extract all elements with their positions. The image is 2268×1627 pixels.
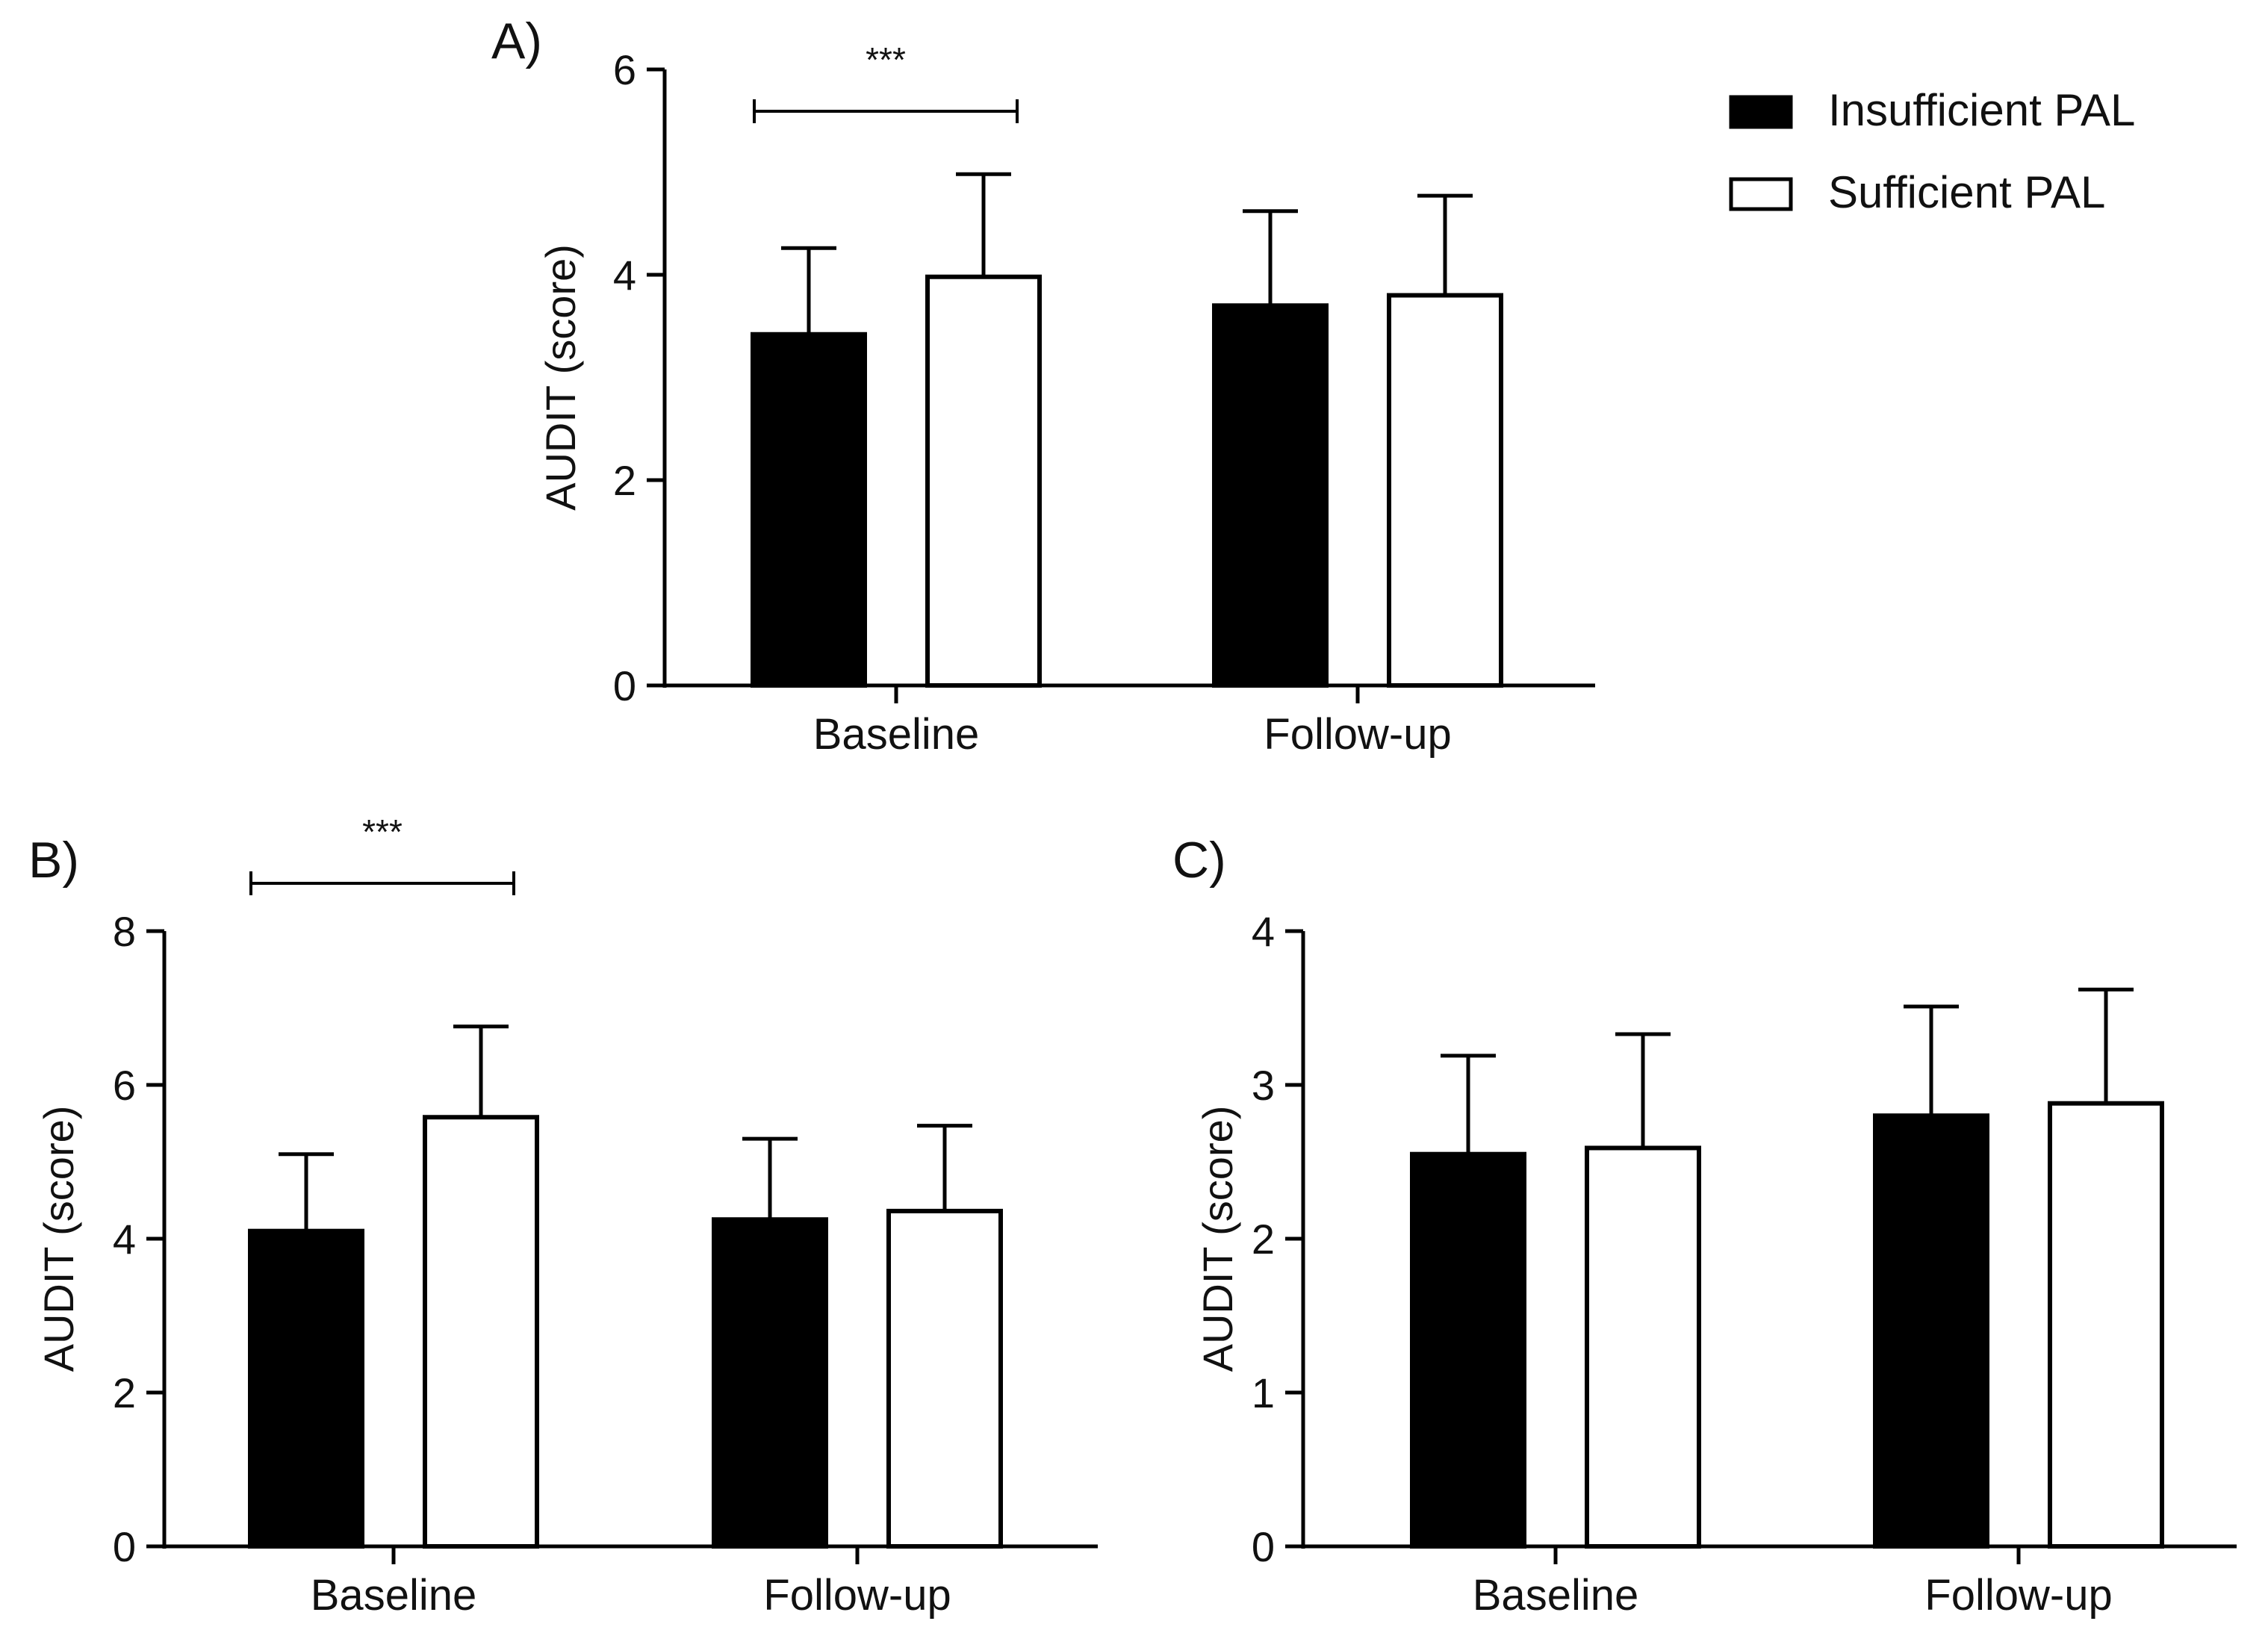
bar-insufficient: [751, 332, 867, 688]
bar-insufficient: [1212, 303, 1329, 688]
y-tick-label: 4: [613, 252, 636, 299]
panel-label: B): [28, 832, 79, 889]
legend-swatch-insufficient: [1729, 95, 1793, 129]
y-axis-title: AUDIT (score): [537, 244, 584, 511]
legend-label-sufficient: Sufficient PAL: [1828, 167, 2105, 217]
x-tick-label: Baseline: [813, 710, 979, 759]
y-tick-label: 8: [113, 908, 136, 955]
y-tick-label: 6: [613, 46, 636, 93]
y-tick-label: 2: [113, 1369, 136, 1416]
x-tick-label: Follow-up: [1924, 1571, 2112, 1620]
y-axis-title: AUDIT (score): [35, 1106, 82, 1372]
bar-sufficient: [886, 1208, 1003, 1549]
legend: Insufficient PAL Sufficient PAL: [1729, 85, 2135, 217]
panel-label: A): [491, 13, 542, 69]
bar-sufficient: [2048, 1101, 2164, 1549]
x-tick-label: Follow-up: [1264, 710, 1451, 759]
panel-a: A) AUDIT (score) 0 2 4 6 Baseline Follow-up ***: [491, 13, 1595, 759]
bar-insufficient: [1873, 1113, 1989, 1549]
y-tick-label: 4: [113, 1216, 136, 1263]
bar-insufficient: [1410, 1151, 1526, 1549]
bar-sufficient: [1585, 1145, 1701, 1549]
y-tick-label: 3: [1252, 1062, 1275, 1109]
x-tick-label: Baseline: [311, 1571, 476, 1620]
legend-swatch-sufficient: [1729, 177, 1793, 211]
bar-sufficient: [925, 274, 1042, 688]
bar-insufficient: [248, 1228, 364, 1549]
y-tick-label: 0: [1252, 1523, 1275, 1570]
bar-sufficient: [423, 1115, 539, 1549]
panel-label: C): [1172, 832, 1226, 889]
y-tick-label: 6: [113, 1062, 136, 1109]
y-tick-label: 1: [1252, 1369, 1275, 1416]
legend-label-insufficient: Insufficient PAL: [1828, 85, 2135, 135]
significance-label: ***: [362, 812, 403, 851]
significance-label: ***: [866, 40, 906, 79]
x-tick-label: Baseline: [1473, 1571, 1638, 1620]
panel-b: B) AUDIT (score) 0 2 4 6 8 Baseline Follow-up ***: [28, 812, 1098, 1620]
x-tick-label: Follow-up: [763, 1571, 951, 1620]
bar-insufficient: [712, 1217, 828, 1549]
panel-c: C) AUDIT (score) 0 1 2 3 4 Baseline Follow-up: [1172, 832, 2237, 1620]
bar-sufficient: [1387, 293, 1503, 688]
y-tick-label: 2: [1252, 1216, 1275, 1263]
y-axis-title: AUDIT (score): [1194, 1106, 1241, 1372]
y-tick-label: 0: [113, 1523, 136, 1570]
y-tick-label: 4: [1252, 908, 1275, 955]
y-tick-label: 0: [613, 662, 636, 709]
y-tick-label: 2: [613, 457, 636, 504]
